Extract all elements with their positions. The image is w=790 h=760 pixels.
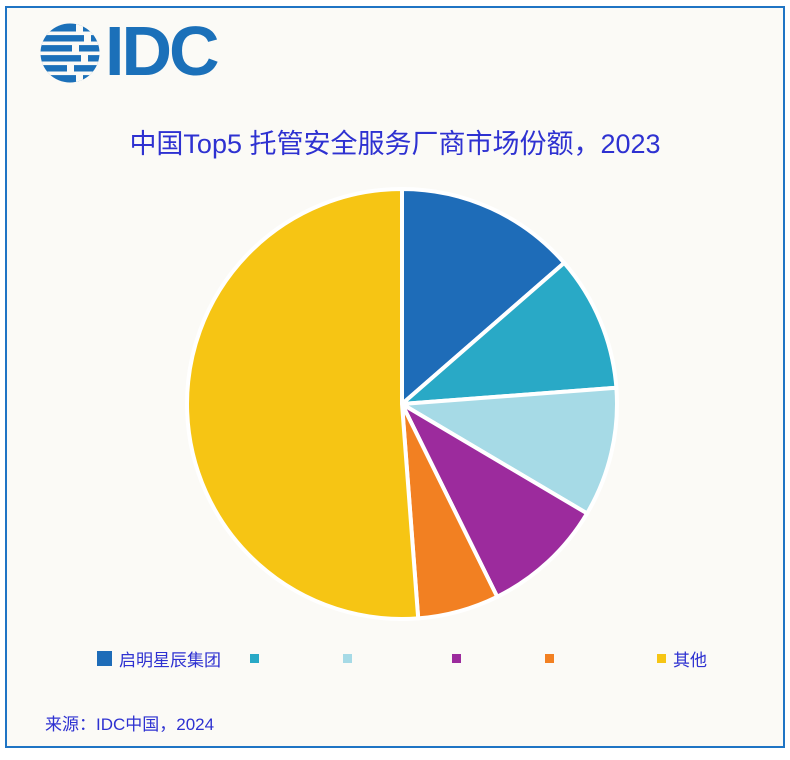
pie-chart bbox=[185, 187, 619, 621]
pie-slice-0 bbox=[400, 187, 567, 406]
pie-slice-1 bbox=[400, 260, 619, 406]
chart-frame: IDC 中国Top5 托管安全服务厂商市场份额，2023 启明星辰集团 其他 bbox=[5, 6, 785, 748]
legend-item-5: 其他 bbox=[657, 646, 707, 670]
pie-slice-5 bbox=[185, 187, 421, 621]
idc-logo: IDC bbox=[40, 12, 220, 90]
legend-swatch-3 bbox=[452, 653, 461, 663]
legend-item-1 bbox=[250, 646, 259, 670]
legend-item-0: 启明星辰集团 bbox=[97, 646, 221, 670]
pie-slice-2 bbox=[400, 385, 619, 516]
chart-title: 中国Top5 托管安全服务厂商市场份额，2023 bbox=[129, 129, 661, 159]
source-text: 来源：IDC中国，2024 bbox=[45, 715, 215, 734]
legend-item-2 bbox=[343, 646, 352, 670]
legend-item-4 bbox=[545, 646, 554, 670]
idc-logo-text: IDC bbox=[105, 12, 220, 90]
legend-label-5: 其他 bbox=[673, 650, 707, 670]
pie-slice-3 bbox=[400, 402, 590, 599]
legend-swatch-2 bbox=[343, 653, 352, 663]
legend: 启明星辰集团 其他 bbox=[97, 646, 717, 670]
legend-swatch-5 bbox=[657, 653, 666, 663]
legend-swatch-4 bbox=[545, 653, 554, 663]
legend-swatch-0 bbox=[97, 650, 112, 666]
legend-label-0: 启明星辰集团 bbox=[119, 650, 221, 670]
legend-swatch-1 bbox=[250, 653, 259, 663]
idc-globe-icon bbox=[40, 23, 100, 83]
legend-item-3 bbox=[452, 646, 461, 670]
